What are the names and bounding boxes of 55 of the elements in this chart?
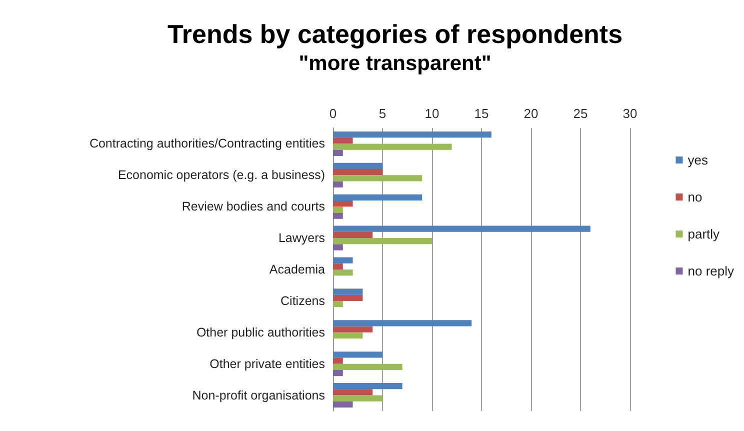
- x-tick-label: 20: [524, 106, 538, 121]
- y-tick-label: Non-profit organisations: [192, 388, 325, 402]
- x-tick-label: 15: [474, 106, 489, 121]
- legend-label: no reply: [688, 264, 734, 278]
- bar: [333, 294, 363, 301]
- bar: [333, 194, 422, 200]
- bar: [333, 300, 343, 308]
- bar: [333, 332, 363, 339]
- bar: [333, 162, 382, 170]
- bar: [333, 150, 343, 156]
- bar: [333, 206, 343, 213]
- chart-subtitle: "more transparent": [298, 52, 492, 75]
- bar: [333, 226, 590, 232]
- y-tick-label: Other public authorities: [196, 325, 325, 340]
- x-tick-label: 10: [424, 106, 440, 121]
- bar: [333, 389, 373, 396]
- x-tick-label: 25: [573, 106, 588, 121]
- bar: [333, 364, 402, 370]
- bar: [333, 175, 422, 182]
- bar: [333, 138, 353, 144]
- y-tick-label: Other private entities: [210, 356, 325, 371]
- chart-title: Trends by categories of respondents: [167, 19, 623, 49]
- y-tick-label: Lawyers: [278, 231, 325, 246]
- bar: [333, 263, 343, 270]
- x-tick-label: 5: [378, 106, 386, 121]
- y-tick-label: Citizens: [280, 294, 325, 308]
- bar: [333, 212, 343, 219]
- bar: [333, 358, 343, 364]
- bar: [333, 144, 452, 150]
- bar: [333, 169, 382, 176]
- bar: [333, 232, 373, 238]
- bar: [333, 200, 353, 207]
- bar: [333, 270, 353, 276]
- bar: [333, 401, 353, 408]
- x-tick-label: 0: [329, 106, 337, 121]
- bar: [333, 320, 472, 326]
- x-tick-label: 30: [622, 106, 638, 121]
- bar: [333, 181, 343, 188]
- bar: [333, 370, 343, 376]
- bar: [333, 257, 353, 264]
- y-tick-label: Review bodies and courts: [182, 200, 325, 214]
- legend-label: no: [688, 190, 702, 204]
- bar: [333, 244, 343, 250]
- bar: [333, 288, 363, 295]
- bar: [333, 395, 382, 402]
- bar: [333, 238, 432, 244]
- bar: [333, 326, 373, 332]
- y-tick-label: Academia: [269, 262, 326, 276]
- bar: [333, 352, 382, 358]
- bar: [333, 383, 402, 390]
- legend-label: yes: [688, 152, 708, 168]
- legend-label: partly: [688, 226, 720, 242]
- y-tick-label: Contracting authorities/Contracting entities: [89, 136, 325, 151]
- bar: [333, 131, 492, 138]
- y-tick-label: Economic operators (e.g. a business): [118, 168, 325, 182]
